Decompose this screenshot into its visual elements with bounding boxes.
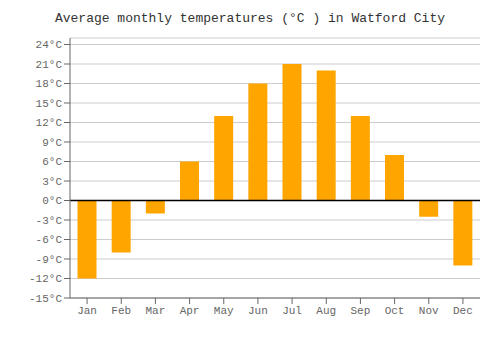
svg-text:Oct: Oct: [385, 305, 405, 317]
svg-text:6°C: 6°C: [42, 156, 62, 168]
svg-text:Jan: Jan: [77, 305, 97, 317]
svg-text:15°C: 15°C: [36, 98, 63, 110]
svg-text:Aug: Aug: [316, 305, 336, 317]
svg-text:-12°C: -12°C: [29, 273, 62, 285]
svg-text:Nov: Nov: [419, 305, 439, 317]
svg-text:-3°C: -3°C: [36, 215, 63, 227]
svg-text:Jul: Jul: [282, 305, 302, 317]
svg-text:Jun: Jun: [248, 305, 268, 317]
svg-text:0°C: 0°C: [42, 195, 62, 207]
svg-text:3°C: 3°C: [42, 176, 62, 188]
svg-text:12°C: 12°C: [36, 117, 63, 129]
svg-text:Apr: Apr: [180, 305, 200, 317]
svg-text:24°C: 24°C: [36, 39, 63, 51]
svg-text:9°C: 9°C: [42, 137, 62, 149]
svg-text:May: May: [214, 305, 234, 317]
svg-text:Sep: Sep: [351, 305, 371, 317]
svg-text:Mar: Mar: [146, 305, 166, 317]
svg-text:-6°C: -6°C: [36, 234, 63, 246]
svg-text:21°C: 21°C: [36, 59, 63, 71]
svg-text:Feb: Feb: [111, 305, 131, 317]
html-text:Average monthly temperatures (: Average monthly temperatures (°C ) in Wa…: [55, 11, 445, 26]
svg-text:-15°C: -15°C: [29, 293, 62, 305]
svg-text:-9°C: -9°C: [36, 254, 63, 266]
svg-text:18°C: 18°C: [36, 78, 63, 90]
svg-text:Dec: Dec: [453, 305, 473, 317]
